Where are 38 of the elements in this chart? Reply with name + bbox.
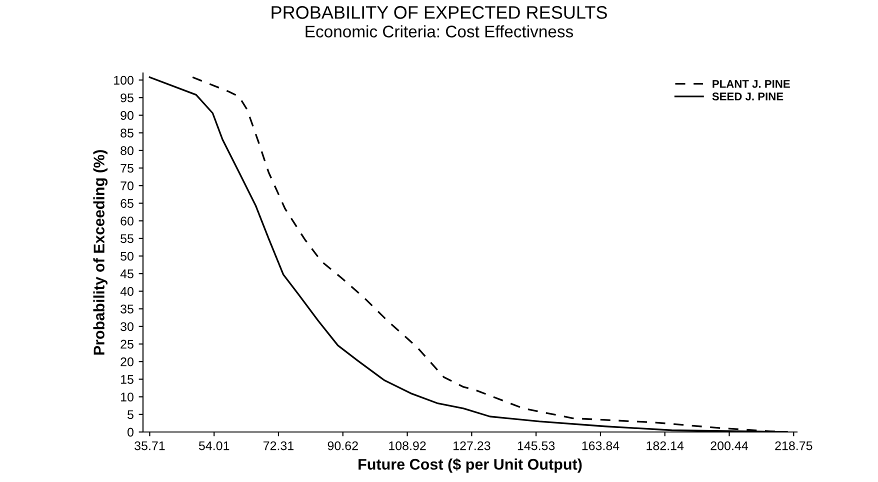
- x-tick-label: 218.75: [775, 441, 812, 450]
- y-tick-label: 25: [120, 340, 134, 349]
- y-tick-label: 45: [120, 270, 134, 278]
- y-tick-label: 20: [120, 357, 134, 366]
- y-tick-label: 0: [128, 428, 134, 437]
- y-tick-label: 30: [120, 322, 134, 332]
- x-tick-label: 200.44: [710, 441, 748, 450]
- chart-title: PROBABILITY OF EXPECTED RESULTS: [272, 6, 607, 19]
- y-tick-label: 55: [120, 234, 134, 244]
- y-tick-label: 95: [120, 93, 134, 102]
- legend-label: PLANT J. PINE: [712, 80, 790, 88]
- x-tick-label: 163.84: [582, 441, 620, 450]
- y-tick-label: 60: [120, 216, 134, 226]
- x-axis-title: Future Cost ($ per Unit Output): [358, 458, 582, 473]
- legend-label: SEED J. PINE: [712, 92, 784, 100]
- x-tick-label: 108.92: [389, 441, 426, 450]
- y-tick-label: 50: [120, 252, 134, 261]
- y-tick-label: 85: [120, 128, 134, 138]
- x-tick-label: 90.62: [328, 441, 358, 450]
- x-tick-label: 182.14: [646, 441, 684, 450]
- y-tick-label: 80: [120, 146, 134, 156]
- y-tick-label: 75: [120, 164, 134, 173]
- y-tick-label: 10: [121, 392, 134, 402]
- y-tick-label: 35: [120, 304, 134, 314]
- x-tick-label: 145.53: [518, 441, 555, 450]
- x-tick-label: 35.71: [134, 441, 165, 450]
- x-tick-label: 127.23: [454, 441, 490, 450]
- y-axis-title: Probability of Exceeding (%): [93, 150, 108, 355]
- x-tick-label: 72.31: [263, 441, 294, 450]
- y-tick-label: 15: [121, 375, 134, 384]
- y-tick-label: 40: [120, 287, 134, 296]
- y-tick-label: 5: [128, 410, 134, 420]
- y-tick-label: 90: [120, 111, 134, 120]
- y-tick-label: 100: [114, 76, 134, 85]
- y-tick-label: 65: [120, 199, 134, 208]
- y-tick-label: 70: [120, 181, 134, 190]
- chart-subtitle: Economic Criteria: Cost Effectivness: [306, 25, 574, 38]
- x-tick-label: 54.01: [198, 441, 230, 450]
